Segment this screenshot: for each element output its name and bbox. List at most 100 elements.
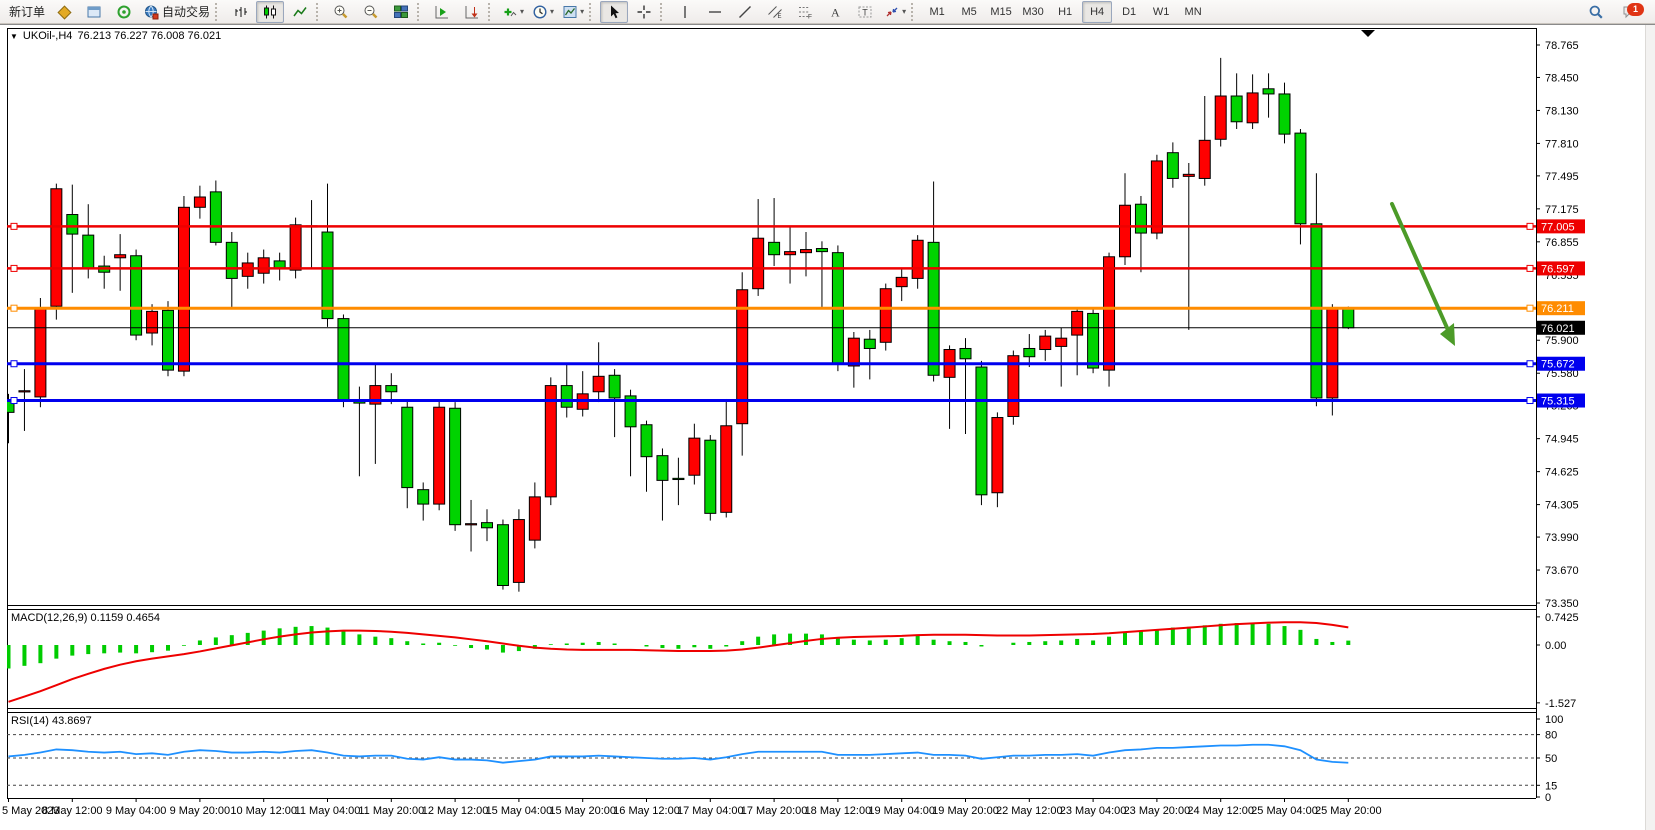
candle bbox=[959, 338, 972, 435]
timeframe-mn-button[interactable]: MN bbox=[1184, 5, 1202, 18]
text-button[interactable]: A bbox=[821, 1, 849, 23]
candle bbox=[225, 232, 238, 310]
macd-axis: 0.7425 0.00 -1.527 bbox=[1536, 612, 1579, 710]
line-chart-button[interactable] bbox=[286, 1, 314, 23]
svg-text:78.765: 78.765 bbox=[1545, 40, 1579, 52]
svg-text:8 May 12:00: 8 May 12:00 bbox=[42, 805, 103, 817]
bar-chart-icon bbox=[235, 6, 248, 17]
line-anchor-handle[interactable] bbox=[1526, 360, 1534, 368]
svg-text:10 May 12:00: 10 May 12:00 bbox=[230, 805, 297, 817]
candle bbox=[401, 400, 414, 509]
horizontal-line-75.315[interactable] bbox=[7, 397, 1536, 405]
arrows-icon bbox=[886, 7, 898, 16]
vertical-line-button[interactable] bbox=[671, 1, 699, 23]
svg-text:0.7425: 0.7425 bbox=[1545, 612, 1579, 624]
svg-text:76.021: 76.021 bbox=[1541, 323, 1575, 335]
notifications-button[interactable]: 1 bbox=[1612, 1, 1648, 23]
svg-text:23 May 20:00: 23 May 20:00 bbox=[1124, 805, 1191, 817]
chart-window: 78.765 78.450 78.130 77.810 77.495 77.175 76.8… bbox=[0, 24, 1655, 830]
chart-shift-marker-icon[interactable] bbox=[1361, 30, 1375, 37]
line-anchor-handle[interactable] bbox=[10, 304, 18, 312]
tile-windows-button[interactable] bbox=[387, 1, 415, 23]
line-anchor-handle[interactable] bbox=[10, 264, 18, 272]
new-order-button[interactable]: 新订单 bbox=[3, 1, 48, 23]
cursor-button[interactable] bbox=[600, 0, 629, 23]
auto-trading-button-label: 自动交易 bbox=[162, 5, 211, 19]
svg-text:15 May 04:00: 15 May 04:00 bbox=[486, 805, 553, 817]
text-label-button[interactable]: T bbox=[851, 1, 879, 23]
line-anchor-handle[interactable] bbox=[1526, 397, 1534, 405]
line-anchor-handle[interactable] bbox=[10, 222, 18, 230]
timeframe-m15-button[interactable]: M15 bbox=[990, 5, 1012, 18]
candle bbox=[879, 283, 892, 351]
candle bbox=[193, 185, 206, 219]
timeframe-m1-button[interactable]: M1 bbox=[929, 5, 945, 18]
search-button[interactable] bbox=[1582, 1, 1610, 23]
chevron-down-icon: ▾ bbox=[580, 7, 585, 16]
candle bbox=[863, 329, 876, 380]
candle bbox=[927, 181, 940, 382]
crosshair-button[interactable] bbox=[630, 1, 658, 23]
candle bbox=[800, 232, 812, 277]
candle bbox=[768, 198, 781, 267]
equidistant-channel-button[interactable]: E bbox=[761, 1, 789, 23]
candle bbox=[321, 183, 334, 327]
timeframe-m30-button[interactable]: M30 bbox=[1022, 5, 1044, 18]
svg-text:77.810: 77.810 bbox=[1545, 138, 1579, 150]
bar-chart-button[interactable] bbox=[226, 1, 254, 23]
candlestick-chart-button[interactable] bbox=[256, 0, 285, 23]
toolbar-separator bbox=[589, 2, 598, 21]
templates-button[interactable]: ▾ bbox=[559, 1, 587, 23]
line-anchor-handle[interactable] bbox=[10, 397, 18, 405]
candle bbox=[1134, 195, 1147, 273]
candle bbox=[146, 304, 159, 346]
candle bbox=[130, 249, 143, 341]
periods-button[interactable]: ▾ bbox=[529, 1, 557, 23]
rsi-axis: 100 80 50 150 bbox=[1536, 714, 1563, 804]
notification-count-badge: 1 bbox=[1627, 2, 1644, 16]
indicators-button[interactable]: ▾ bbox=[499, 1, 527, 23]
timeframe-h1-button[interactable]: H1 bbox=[1058, 5, 1073, 18]
vertical-scrollbar[interactable] bbox=[1645, 25, 1655, 830]
chart-shift-button[interactable] bbox=[458, 1, 486, 23]
data-window-button[interactable] bbox=[80, 1, 108, 23]
candle bbox=[528, 482, 541, 549]
auto-scroll-button[interactable] bbox=[428, 1, 456, 23]
svg-text:78.130: 78.130 bbox=[1545, 105, 1579, 117]
trendline-button[interactable] bbox=[731, 1, 759, 23]
fibonacci-button[interactable]: F bbox=[791, 1, 819, 23]
line-anchor-handle[interactable] bbox=[1526, 264, 1534, 272]
horizontal-line-77.005[interactable] bbox=[7, 222, 1536, 230]
timeframe-w1-button[interactable]: W1 bbox=[1152, 5, 1170, 18]
candle bbox=[369, 363, 382, 464]
auto-trading-button[interactable]: 自动交易 bbox=[140, 1, 213, 23]
candlestick-series bbox=[7, 57, 1355, 592]
chart-canvas[interactable]: 78.765 78.450 78.130 77.810 77.495 77.175 76.8… bbox=[0, 25, 1655, 830]
horizontal-line-76.597[interactable] bbox=[7, 264, 1536, 272]
signals-button[interactable] bbox=[110, 1, 138, 23]
line-anchor-handle[interactable] bbox=[1526, 222, 1534, 230]
zoom-out-button[interactable] bbox=[357, 1, 385, 23]
toolbar-separator bbox=[911, 2, 920, 21]
candle bbox=[177, 195, 190, 377]
signals-icon bbox=[117, 5, 131, 18]
zoom-in-button[interactable] bbox=[327, 1, 355, 23]
svg-text:19 May 04:00: 19 May 04:00 bbox=[868, 805, 935, 817]
horizontal-line-75.672[interactable] bbox=[7, 360, 1536, 368]
svg-text:77.495: 77.495 bbox=[1545, 171, 1579, 183]
candle bbox=[34, 297, 47, 408]
candle bbox=[608, 369, 621, 438]
market-watch-button[interactable] bbox=[50, 1, 78, 23]
trend-arrow-annotation[interactable] bbox=[1390, 202, 1455, 346]
timeframe-h4-button[interactable]: H4 bbox=[1082, 0, 1113, 23]
candle bbox=[560, 363, 573, 418]
arrows-button[interactable]: ▾ bbox=[881, 1, 909, 23]
line-anchor-handle[interactable] bbox=[10, 360, 18, 368]
trendline-icon bbox=[739, 5, 752, 18]
line-anchor-handle[interactable] bbox=[1526, 304, 1534, 312]
timeframe-m5-button[interactable]: M5 bbox=[961, 5, 977, 18]
timeframe-d1-button[interactable]: D1 bbox=[1122, 5, 1137, 18]
svg-text:73.670: 73.670 bbox=[1545, 565, 1579, 577]
horizontal-line-button[interactable] bbox=[701, 1, 729, 23]
horizontal-line-76.211[interactable] bbox=[7, 304, 1536, 312]
